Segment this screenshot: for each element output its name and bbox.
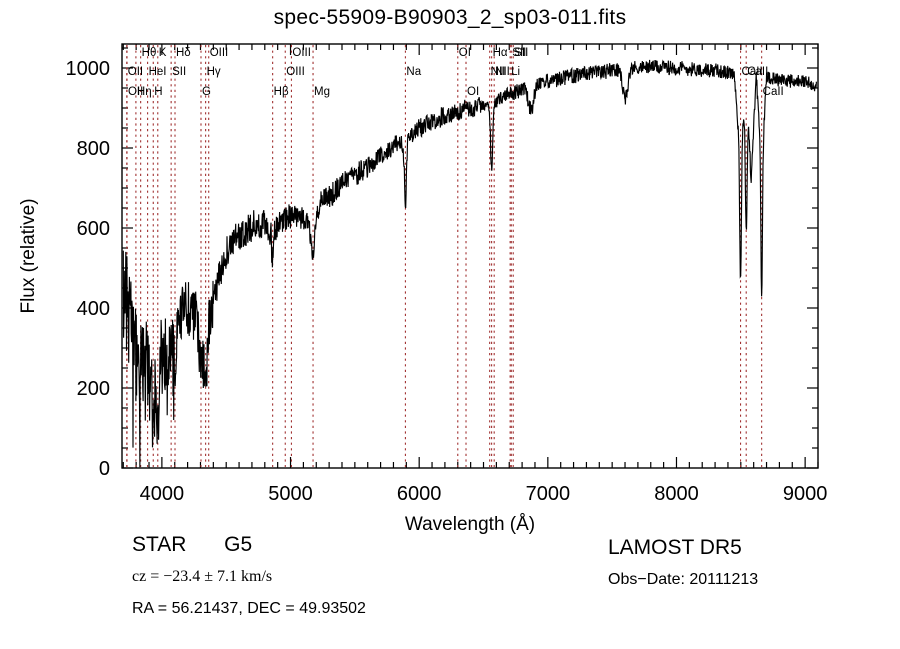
y-tick-label: 800 bbox=[77, 138, 110, 160]
spectral-line-label: CaII bbox=[763, 86, 784, 98]
spectral-line-label: H bbox=[154, 86, 162, 98]
line-labels: OIIOIIHηHθHeIHKSIIHδGHγOIIIHβOIIIOIIIMgN… bbox=[128, 47, 784, 98]
spectral-line-label: SII bbox=[172, 66, 186, 78]
spectral-line-label: Mg bbox=[314, 86, 330, 98]
spectrum-trace bbox=[122, 59, 817, 468]
x-tick-label: 6000 bbox=[397, 483, 442, 505]
spectral-line-label: Hη bbox=[137, 86, 152, 98]
spectral-line-label: OI bbox=[459, 47, 471, 59]
radial-velocity: cz = −23.4 ± 7.1 km/s bbox=[132, 568, 273, 585]
tick-labels: 4000 5000 6000 7000 8000 9000 0 200 400 600 800 100… bbox=[66, 58, 828, 505]
axes-box bbox=[121, 43, 819, 469]
object-type-and-class: STAR G5 bbox=[132, 533, 252, 557]
spectral-line-label: OIII bbox=[286, 66, 305, 78]
plot-frame bbox=[121, 43, 819, 469]
spectral-line-label: OI bbox=[467, 86, 479, 98]
spectral-line-label: HeI bbox=[149, 66, 167, 78]
object-type: STAR bbox=[132, 533, 187, 556]
spectral-line-label: Hθ bbox=[142, 47, 157, 59]
y-tick-label: 600 bbox=[77, 218, 110, 240]
x-axis-title: Wavelength (Å) bbox=[405, 514, 535, 535]
y-tick-label: 0 bbox=[99, 458, 110, 480]
y-tick-label: 200 bbox=[77, 378, 110, 400]
y-tick-label: 1000 bbox=[66, 58, 111, 80]
spectral-line-label: OII bbox=[128, 66, 143, 78]
spectral-line-label: G bbox=[202, 86, 211, 98]
y-axis-title: Flux (relative) bbox=[18, 198, 39, 313]
page-title: spec-55909-B90903_2_sp03-011.fits bbox=[273, 6, 627, 29]
spectral-line-label: OIII bbox=[292, 47, 311, 59]
spectral-line-label: Hβ bbox=[274, 86, 289, 98]
survey-label: LAMOST DR5 bbox=[608, 536, 742, 559]
spectral-line-label: CaII bbox=[747, 66, 768, 78]
spectral-line-label: NII bbox=[495, 66, 510, 78]
x-tick-label: 4000 bbox=[140, 483, 185, 505]
x-tick-label: 5000 bbox=[268, 483, 313, 505]
x-tick-label: 9000 bbox=[783, 483, 828, 505]
spectral-line-label: NII bbox=[491, 66, 506, 78]
spectral-line-label: CaII bbox=[742, 66, 763, 78]
spectral-line-label: OII bbox=[128, 86, 143, 98]
spectral-line-label: OIII bbox=[210, 47, 229, 59]
y-tick-label: 400 bbox=[77, 298, 110, 320]
observation-date: Obs−Date: 20111213 bbox=[608, 571, 759, 588]
spectral-line-label: Hα bbox=[493, 47, 508, 59]
spectral-line-label: Li bbox=[511, 66, 520, 78]
spectral-line-label: Hδ bbox=[176, 47, 191, 59]
x-tick-label: 7000 bbox=[526, 483, 571, 505]
x-tick-label: 8000 bbox=[654, 483, 699, 505]
spectral-line-label: SII bbox=[514, 47, 528, 59]
spectral-line-label: Hγ bbox=[207, 66, 221, 78]
spectral-class: G5 bbox=[224, 533, 253, 556]
spectral-line-label: Na bbox=[406, 66, 421, 78]
spectral-line-label: K bbox=[159, 47, 167, 59]
coordinates: RA = 56.21437, DEC = 49.93502 bbox=[132, 600, 366, 617]
spectral-line-label: SII bbox=[512, 47, 526, 59]
